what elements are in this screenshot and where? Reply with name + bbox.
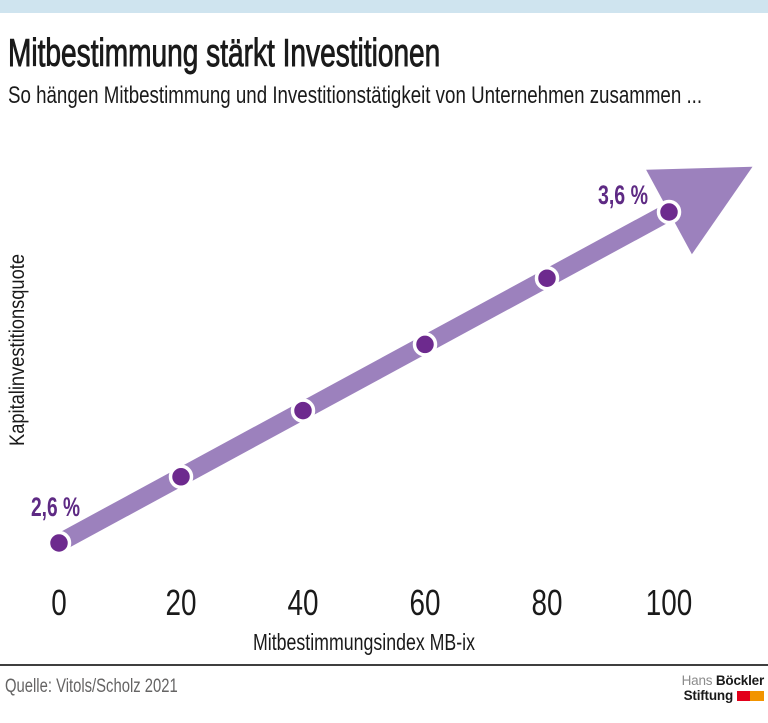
x-tick-label: 20: [166, 582, 197, 623]
point-label-min: 2,6 %: [31, 492, 80, 522]
x-tick-label: 100: [646, 582, 693, 623]
hbs-logo: Hans Böckler Stiftung: [681, 673, 765, 703]
data-point: [168, 464, 194, 490]
x-tick-label: 40: [288, 582, 319, 623]
trend-arrowhead: [646, 166, 753, 255]
top-accent-band: [0, 0, 768, 13]
data-point: [290, 398, 316, 423]
trend-line: [54, 204, 674, 551]
logo-line-1: Hans Böckler: [681, 673, 765, 688]
data-point: [46, 530, 72, 556]
logo-name-regular: Hans: [681, 673, 713, 688]
logo-stiftung: Stiftung: [683, 688, 734, 703]
page-title: Mitbestimmung stärkt Investitionen: [8, 32, 441, 76]
source-note: Quelle: Vitols/Scholz 2021: [5, 676, 178, 697]
data-point: [656, 199, 682, 225]
page-subtitle: So hängen Mitbestimmung und Investitions…: [8, 82, 703, 109]
data-point: [412, 332, 438, 357]
footer-divider: [0, 664, 768, 666]
x-tick-label: 0: [51, 582, 67, 623]
logo-line-2: Stiftung: [682, 688, 764, 703]
logo-color-blocks-icon: [737, 691, 764, 701]
x-axis-title: Mitbestimmungsindex MB-ix: [253, 629, 475, 655]
x-tick-label: 60: [410, 582, 441, 623]
data-point: [534, 265, 560, 291]
point-label-max: 3,6 %: [598, 180, 648, 210]
y-axis-title: Kapitalinvestitionsquote: [6, 254, 29, 446]
x-tick-label: 80: [532, 582, 563, 623]
logo-name-bold: Böckler: [715, 673, 764, 688]
